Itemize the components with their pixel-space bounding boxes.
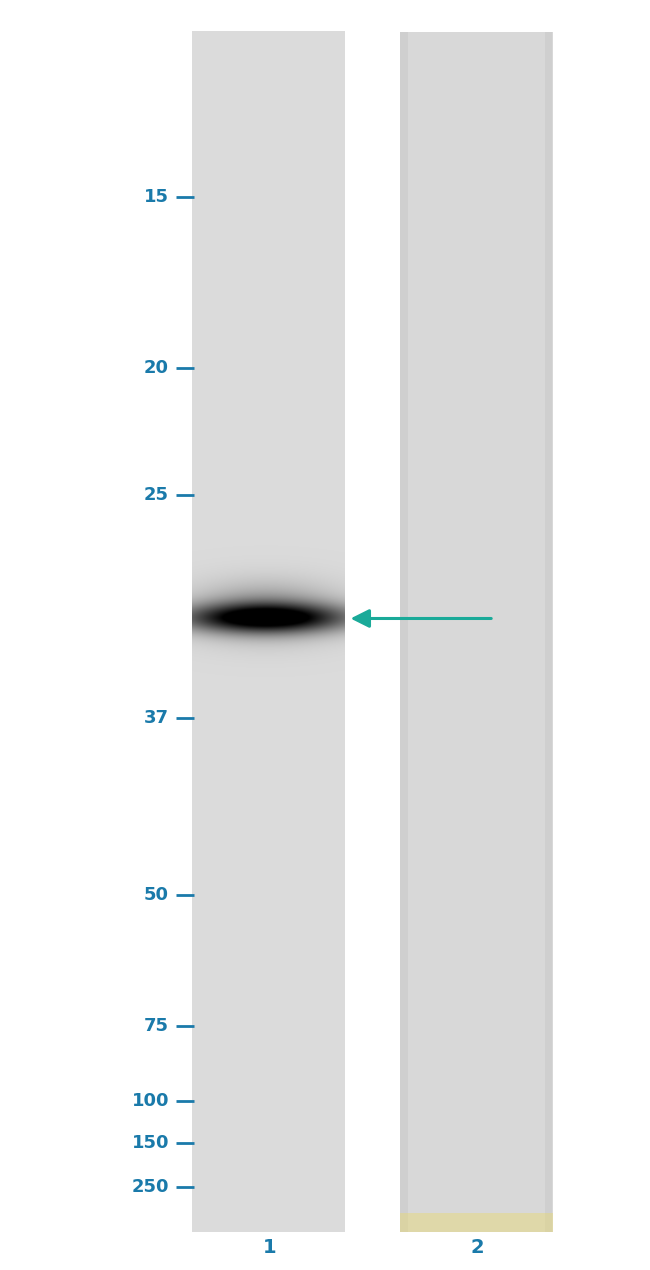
Bar <box>545 32 552 1232</box>
Text: 250: 250 <box>131 1179 169 1196</box>
Bar <box>400 32 408 1232</box>
Bar <box>192 1213 344 1232</box>
Bar <box>400 1213 552 1232</box>
Text: 25: 25 <box>144 486 169 504</box>
Bar <box>337 32 344 1232</box>
Text: 37: 37 <box>144 709 169 726</box>
Text: 50: 50 <box>144 886 169 904</box>
Text: 20: 20 <box>144 359 169 377</box>
Bar <box>400 32 552 1232</box>
Text: 75: 75 <box>144 1017 169 1035</box>
Bar <box>192 32 200 1232</box>
Text: 150: 150 <box>131 1134 169 1152</box>
Text: 1: 1 <box>263 1238 276 1256</box>
Text: 2: 2 <box>471 1238 484 1256</box>
Text: 100: 100 <box>131 1092 169 1110</box>
Text: 15: 15 <box>144 188 169 206</box>
Bar <box>192 32 344 1232</box>
